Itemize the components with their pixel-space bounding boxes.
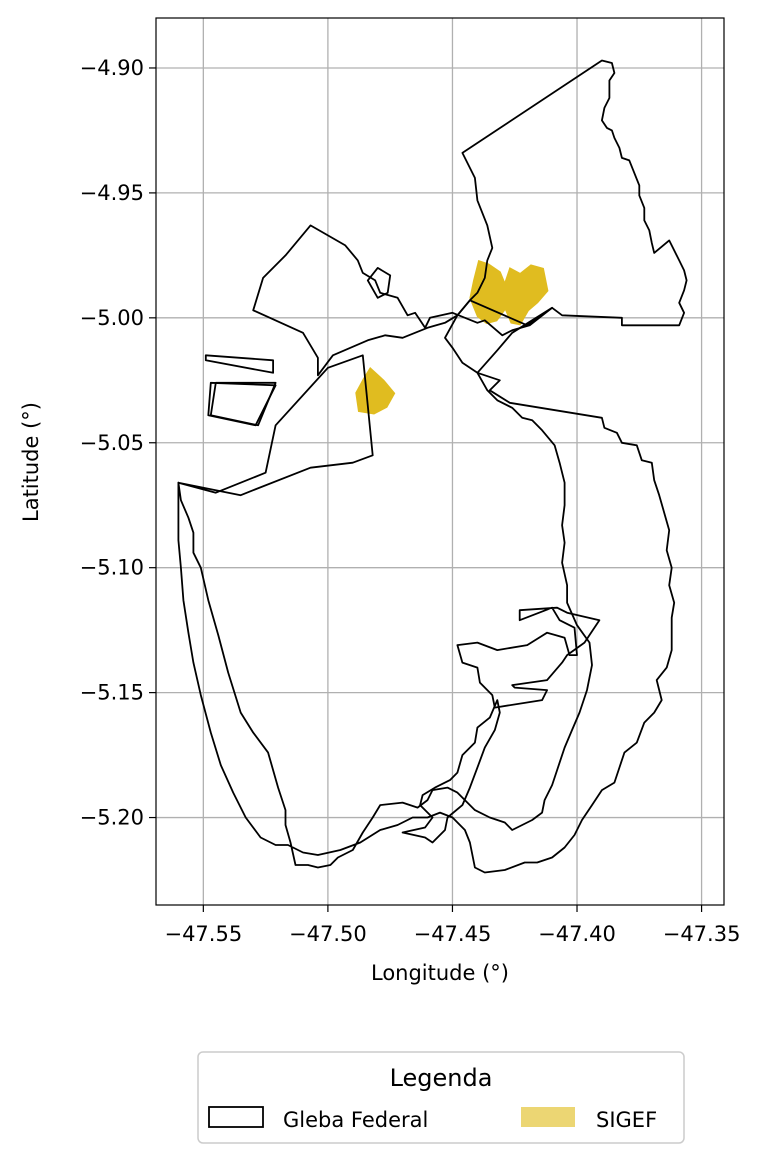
grid-lines <box>156 18 724 905</box>
gleba-federal-polygon <box>252 59 688 377</box>
gleba-federal-polygon <box>177 299 676 874</box>
gleba-federal-polygon <box>209 381 277 427</box>
y-tick-label: −4.95 <box>80 181 144 205</box>
x-tick-label: −47.55 <box>164 922 242 946</box>
y-tick-label: −4.90 <box>80 56 144 80</box>
y-tick-label: −5.20 <box>80 806 144 830</box>
gleba-federal-polygon <box>204 354 275 374</box>
gleba-federal-polygon <box>177 354 374 497</box>
x-axis-label: Longitude (°) <box>371 961 509 985</box>
y-tick-label: −5.05 <box>80 431 144 455</box>
legend-label-sigef: SIGEF <box>596 1108 657 1132</box>
y-tick-label: −5.00 <box>80 306 144 330</box>
sigef-polygon <box>355 367 396 415</box>
gleba-federal-polygon <box>207 381 277 427</box>
x-tick-label: −47.40 <box>538 922 616 946</box>
x-tick-label: −47.50 <box>289 922 367 946</box>
gleba-federal-layer <box>177 59 688 874</box>
gleba-federal-polygon <box>401 699 501 844</box>
y-axis-ticks: −4.90 −4.95 −5.00 −5.05 −5.10 −5.15 −5.20 <box>80 56 156 830</box>
gleba-federal-polygon <box>456 606 601 709</box>
x-tick-label: −47.35 <box>663 922 741 946</box>
legend-swatch-gleba-federal <box>208 1106 264 1128</box>
y-tick-label: −5.10 <box>80 556 144 580</box>
legend-title: Legenda <box>390 1064 493 1092</box>
y-tick-label: −5.15 <box>80 681 144 705</box>
legend-swatch-sigef <box>521 1107 575 1127</box>
axes-frame <box>155 17 725 906</box>
legend: Legenda Gleba Federal SIGEF <box>197 1051 685 1144</box>
x-axis-ticks: −47.55 −47.50 −47.45 −47.40 −47.35 <box>164 905 740 946</box>
gleba-federal-polygon <box>366 266 392 299</box>
x-tick-label: −47.45 <box>414 922 492 946</box>
y-axis-label: Latitude (°) <box>19 402 43 522</box>
sigef-polygon <box>469 259 549 326</box>
map-layers <box>177 59 688 874</box>
legend-label-gleba-federal: Gleba Federal <box>283 1108 428 1132</box>
